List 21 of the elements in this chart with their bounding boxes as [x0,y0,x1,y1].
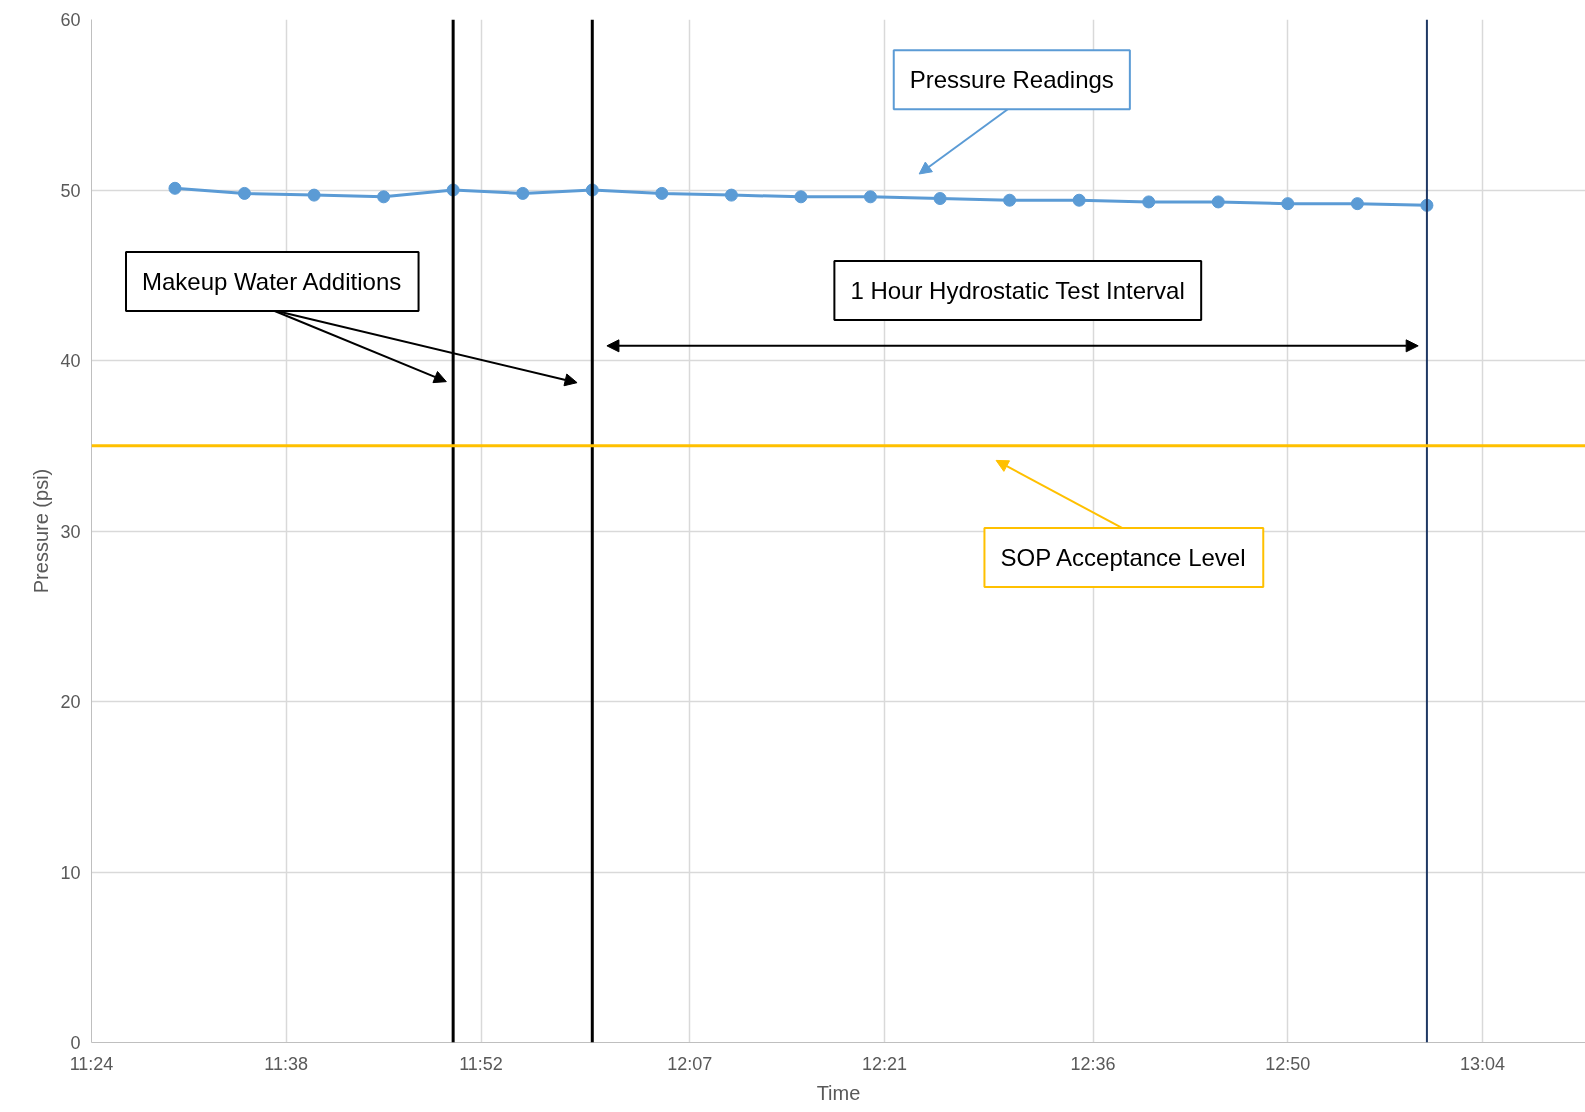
y-tick-label: 30 [60,521,81,542]
x-tick-label: 12:50 [1265,1053,1311,1074]
y-axis-title: Pressure (psi) [30,468,53,594]
annotation: 1 Hour Hydrostatic Test Interval [850,277,1185,305]
x-tick-label: 12:07 [667,1053,713,1074]
y-tick-label: 50 [60,180,81,201]
annotation: SOP Acceptance Level [1000,544,1246,572]
x-tick-label: 11:24 [69,1053,114,1074]
y-tick-label: 20 [60,692,81,712]
x-tick-label: 11:38 [264,1053,309,1074]
y-tick-label: 0 [70,1033,81,1053]
x-tick-label: 12:21 [861,1053,907,1074]
y-tick-label: 10 [60,862,81,883]
x-axis-title: Time [816,1081,861,1104]
annotation: Makeup Water Additions [141,267,402,295]
x-tick-label: 11:52 [459,1053,503,1074]
annotation: Pressure Readings [909,66,1114,94]
x-tick-label: 13:04 [1460,1053,1506,1074]
y-tick-label: 40 [60,351,81,371]
x-tick-label: 12:36 [1070,1053,1116,1074]
y-tick-label: 60 [60,10,81,30]
